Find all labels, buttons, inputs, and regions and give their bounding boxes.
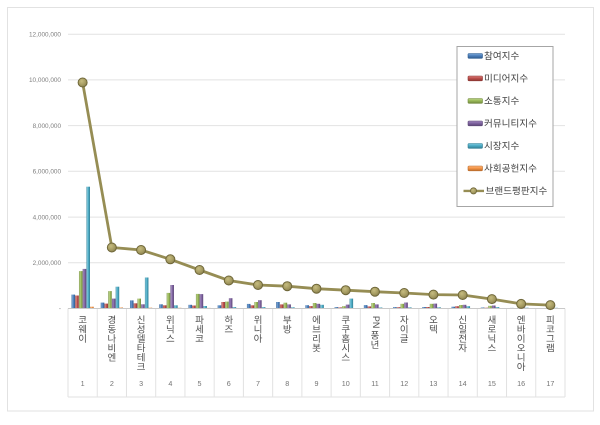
svg-text:PN: PN bbox=[371, 316, 381, 329]
svg-text:2,000,000: 2,000,000 bbox=[33, 260, 62, 267]
svg-text:13: 13 bbox=[429, 379, 437, 388]
svg-text:10: 10 bbox=[342, 379, 350, 388]
svg-text:12: 12 bbox=[400, 379, 408, 388]
svg-text:12,000,000: 12,000,000 bbox=[29, 31, 61, 38]
svg-text:4,000,000: 4,000,000 bbox=[33, 214, 62, 221]
svg-text:14: 14 bbox=[459, 379, 467, 388]
svg-text:17: 17 bbox=[546, 379, 554, 388]
svg-text:11: 11 bbox=[371, 379, 378, 388]
svg-text:16: 16 bbox=[517, 379, 525, 388]
svg-text:9: 9 bbox=[315, 379, 319, 388]
svg-text:15: 15 bbox=[488, 379, 496, 388]
svg-text:10,000,000: 10,000,000 bbox=[29, 77, 61, 84]
svg-text:2: 2 bbox=[110, 379, 114, 388]
svg-text:1: 1 bbox=[81, 379, 85, 388]
svg-text:3: 3 bbox=[139, 379, 143, 388]
svg-text:8,000,000: 8,000,000 bbox=[33, 123, 62, 130]
svg-text:6: 6 bbox=[227, 379, 231, 388]
svg-text:4: 4 bbox=[168, 379, 172, 388]
svg-text:7: 7 bbox=[256, 379, 260, 388]
svg-text:-: - bbox=[59, 306, 61, 313]
svg-text:6,000,000: 6,000,000 bbox=[33, 169, 62, 176]
svg-text:8: 8 bbox=[285, 379, 289, 388]
svg-text:5: 5 bbox=[198, 379, 202, 388]
